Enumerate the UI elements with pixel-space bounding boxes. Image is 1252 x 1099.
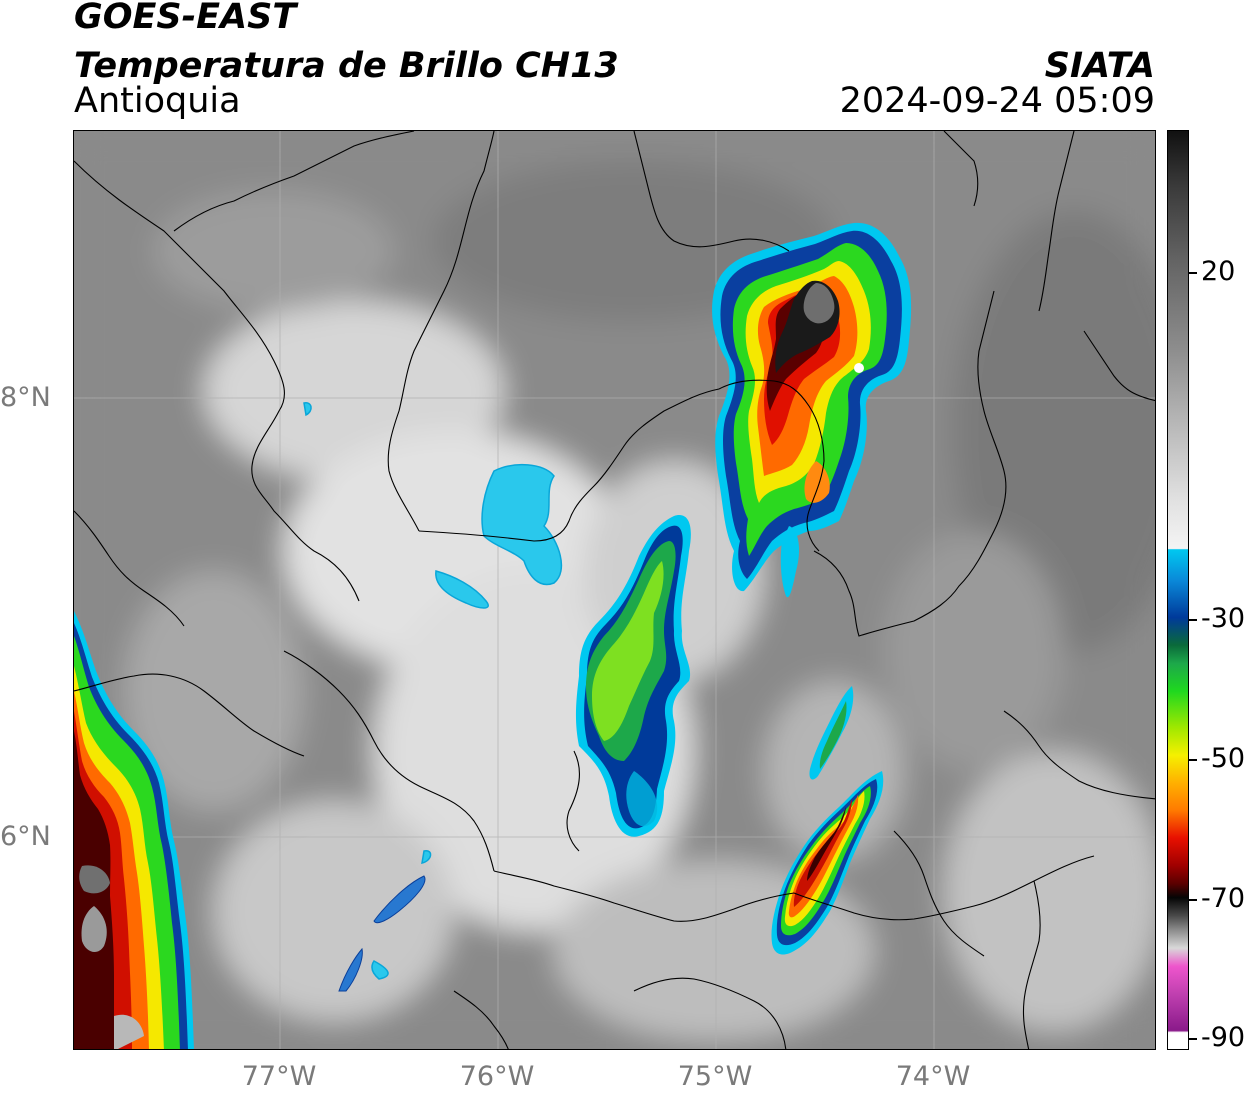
lon-label-76w: 76°W (459, 1061, 535, 1092)
lon-label-77w: 77°W (241, 1061, 317, 1092)
lat-label-8n: 8°N (0, 382, 51, 413)
northeast-storm (712, 222, 912, 598)
colorbar-label-neg70: -70 (1201, 883, 1246, 914)
colorbar-label-neg90: -90 (1201, 1022, 1246, 1053)
colorbar-label-neg30: -30 (1201, 603, 1246, 634)
cyan-patches (303, 402, 563, 980)
colorbar-tick-20 (1189, 272, 1197, 274)
colorbar-tick-neg50 (1189, 759, 1197, 761)
colorbar-tick-neg90 (1189, 1038, 1197, 1040)
west-edge-storm (74, 611, 194, 1049)
colorbar-tick-neg70 (1189, 899, 1197, 901)
colorbar (1167, 130, 1189, 1050)
title-product: Temperatura de Brillo CH13 (74, 46, 619, 86)
background-cloud-field (74, 131, 1155, 1049)
satellite-map[interactable] (73, 130, 1156, 1050)
title-satellite: GOES-EAST (74, 0, 297, 37)
datetime-label: 2024-09-24 05:09 (839, 81, 1155, 121)
colorbar-label-neg50: -50 (1201, 743, 1246, 774)
organization-label: SIATA (1044, 46, 1155, 86)
blue-streaks (338, 875, 426, 992)
colorbar-tick-neg30 (1189, 619, 1197, 621)
graticule (74, 131, 1155, 1049)
southeast-storm (771, 686, 884, 955)
boundaries (74, 131, 1155, 1049)
lon-label-74w: 74°W (895, 1061, 971, 1092)
lon-label-75w: 75°W (677, 1061, 753, 1092)
region-label: Antioquia (74, 81, 241, 121)
map-canvas (74, 131, 1155, 1049)
central-storm (575, 515, 691, 837)
lat-label-6n: 6°N (0, 821, 51, 852)
colorbar-label-20: 20 (1201, 256, 1236, 287)
